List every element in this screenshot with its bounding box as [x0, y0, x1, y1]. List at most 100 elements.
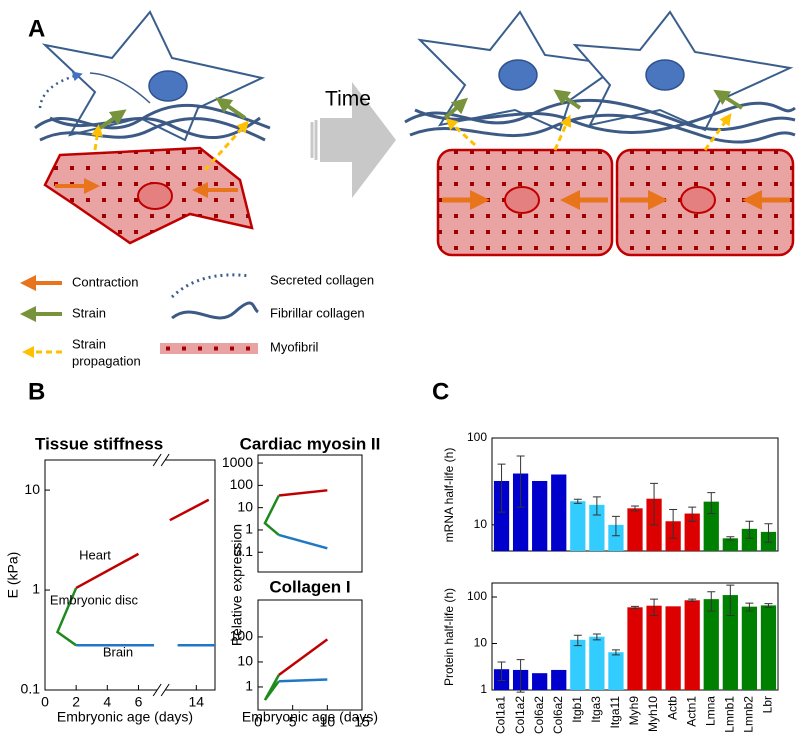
- legend-label: Myofibril: [270, 339, 319, 354]
- panel-label: B: [28, 378, 45, 405]
- x-tick-label: Col1a1: [494, 696, 508, 734]
- bar: [570, 639, 586, 690]
- bar: [608, 524, 624, 551]
- plot-frame: [257, 454, 363, 573]
- y-tick-label: 1: [32, 581, 40, 597]
- series-label: Brain: [103, 644, 133, 659]
- y-tick-label: 100: [467, 430, 487, 444]
- legend-label: Contraction: [72, 274, 138, 289]
- x-tick-label: Myh10: [646, 696, 660, 732]
- error-bar: [631, 605, 639, 609]
- y-tick-label: 0.1: [21, 681, 41, 697]
- error-bar: [516, 455, 525, 508]
- error-bar: [669, 509, 678, 539]
- error-bar: [650, 482, 659, 526]
- bar: [741, 528, 758, 551]
- y-axis-label: Protein half-life (h): [442, 588, 456, 686]
- bar: [722, 538, 738, 551]
- error-bar: [611, 649, 620, 656]
- x-axis-label: Embryonic age (days): [57, 709, 193, 725]
- y-axis-label: Relative expression: [229, 524, 245, 646]
- x-tick-label: 15: [354, 714, 370, 730]
- error-bar: [688, 598, 697, 603]
- error-bar: [650, 598, 659, 617]
- axis-break: [157, 688, 166, 692]
- bar: [608, 652, 624, 690]
- bar: [684, 513, 700, 551]
- bar: [589, 636, 605, 690]
- x-tick-label: 6: [135, 694, 143, 710]
- y-axis-label: mRNA half-life (h): [442, 448, 456, 543]
- error-bar: [764, 523, 773, 543]
- legend-label: Secreted collagen: [270, 272, 374, 287]
- bar: [551, 669, 567, 690]
- chart-title: Collagen I: [269, 577, 350, 596]
- x-tick-label: 5: [289, 714, 297, 730]
- x-tick-label: 0: [254, 714, 262, 730]
- error-bar: [592, 496, 601, 516]
- bar: [760, 605, 777, 690]
- bar: [627, 508, 643, 551]
- axis-break: [152, 683, 162, 697]
- x-tick-label: Lmnb2: [742, 696, 756, 733]
- x-tick-label: Actb: [665, 696, 679, 720]
- error-bar: [592, 633, 601, 641]
- x-tick-label: 4: [103, 694, 111, 710]
- x-tick-label: Col1a2: [513, 696, 527, 734]
- y-tick-label: 100: [467, 589, 487, 603]
- x-tick-label: Col6a2: [532, 696, 546, 734]
- data-line: [263, 674, 280, 701]
- y-tick-label: 100: [230, 628, 254, 644]
- series-label: Embryonic disc: [50, 592, 139, 607]
- x-tick-label: 0: [41, 694, 49, 710]
- y-tick-label: 10: [24, 481, 40, 497]
- x-tick-label: Myh9: [627, 696, 641, 726]
- diagram-right: [404, 10, 796, 257]
- legend-label: propagation: [72, 353, 141, 368]
- legend: Contraction Strain Strain propagation Se…: [20, 272, 374, 368]
- y-tick-label: 1: [480, 682, 487, 696]
- bar: [551, 474, 567, 551]
- bar: [722, 595, 738, 690]
- bar: [589, 504, 605, 551]
- legend-label: Fibrillar collagen: [270, 305, 365, 320]
- bar: [532, 480, 548, 551]
- error-bar: [726, 536, 735, 541]
- time-label: Time: [325, 88, 371, 111]
- data-line: [278, 678, 328, 683]
- error-bar: [497, 661, 506, 682]
- x-tick-label: 2: [72, 694, 80, 710]
- y-tick-label: 0.1: [234, 543, 254, 559]
- y-tick-label: 1: [245, 521, 253, 537]
- legend-label: Strain: [72, 336, 106, 351]
- y-tick-label: 1: [245, 678, 253, 694]
- data-line: [55, 587, 78, 647]
- error-bar: [631, 505, 639, 512]
- error-bar: [707, 591, 716, 612]
- x-tick-label: Lbr: [761, 696, 775, 713]
- error-bar: [516, 659, 525, 693]
- bar: [532, 673, 548, 690]
- y-tick-label: 10: [237, 498, 253, 514]
- bar: [570, 501, 586, 551]
- data-line: [278, 489, 328, 497]
- bar: [627, 607, 643, 690]
- y-tick-label: 10: [474, 517, 488, 531]
- x-tick-label: Itgb1: [570, 696, 584, 723]
- bar: [703, 599, 719, 690]
- y-tick-label: 1000: [222, 454, 253, 470]
- y-tick-label: 10: [237, 653, 253, 669]
- error-bar: [707, 492, 716, 515]
- error-bar: [688, 506, 697, 522]
- bar: [646, 605, 662, 690]
- error-bar: [611, 515, 620, 537]
- plot-frame: [257, 599, 363, 711]
- plot-frame: [44, 459, 216, 691]
- error-bar: [745, 602, 754, 612]
- chart-title: Cardiac myosin II: [240, 434, 381, 453]
- bar: [665, 606, 681, 690]
- chart-title: Tissue stiffness: [35, 434, 163, 453]
- axis-break: [160, 453, 170, 467]
- data-line: [278, 533, 328, 550]
